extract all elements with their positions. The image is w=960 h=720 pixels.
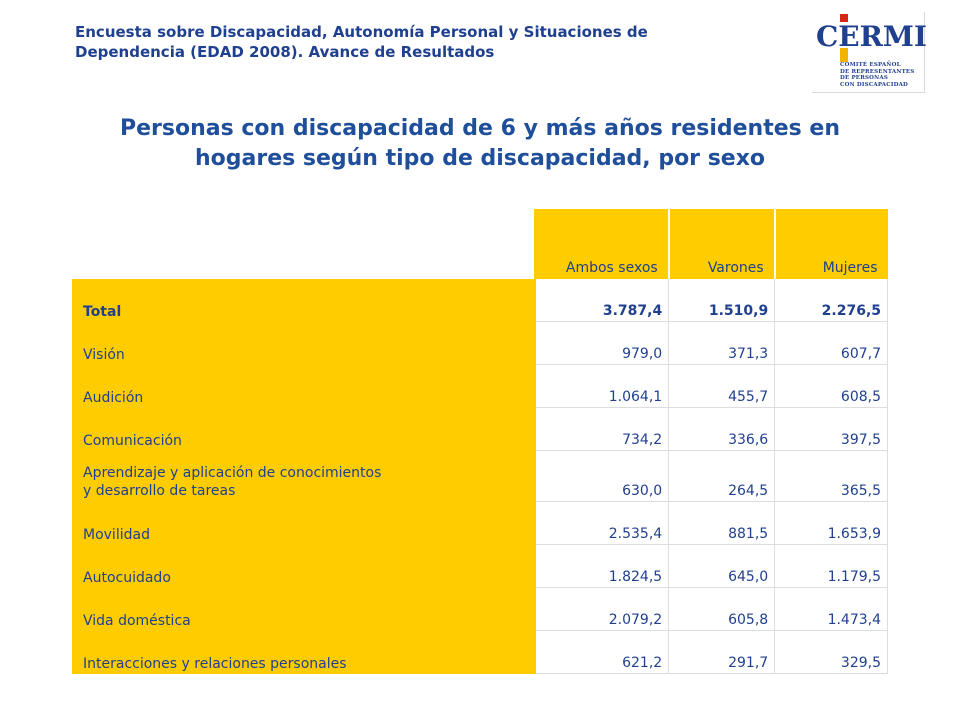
cell-men: 605,8	[668, 587, 775, 631]
column-header-men: Varones	[667, 209, 775, 279]
disability-table: Ambos sexos Varones Mujeres Total 3.787,…	[72, 209, 888, 674]
cell-women: 2.276,5	[774, 279, 888, 322]
cell-women: 1.179,5	[774, 544, 888, 588]
cell-men: 455,7	[668, 364, 775, 408]
page-title-line2: hogares según tipo de discapacidad, por …	[194, 146, 766, 171]
logo-subtitle-line: CON DISCAPACIDAD	[840, 81, 909, 88]
cell-women: 365,5	[774, 450, 888, 502]
cell-men: 881,5	[668, 501, 775, 545]
report-header-line2: Dependencia (EDAD 2008). Avance de Resul…	[75, 43, 495, 61]
cell-men: 264,5	[668, 450, 775, 502]
cell-both: 621,2	[531, 630, 669, 674]
logo-subtitle-line: COMITÉ ESPAÑOL	[840, 62, 901, 68]
row-label: Movilidad	[72, 501, 534, 545]
logo-yellow-bar	[840, 48, 848, 62]
cell-men: 336,6	[668, 407, 775, 451]
table-header-empty	[72, 209, 534, 279]
cell-both: 3.787,4	[531, 279, 669, 322]
cell-women: 1.473,4	[774, 587, 888, 631]
row-label-line2: y desarrollo de tareas	[83, 482, 236, 499]
logo-red-square	[840, 14, 848, 22]
cell-both: 630,0	[531, 450, 669, 502]
cell-men: 371,3	[668, 321, 775, 365]
logo-subtitle-line: DE PERSONAS	[840, 75, 889, 81]
table-row: Autocuidado 1.824,5 645,0 1.179,5	[72, 544, 888, 588]
cell-men: 1.510,9	[668, 279, 775, 322]
row-label: Interacciones y relaciones personales	[72, 630, 534, 674]
cell-both: 979,0	[531, 321, 669, 365]
logo-word: CERMI	[816, 20, 927, 53]
row-label: Aprendizaje y aplicación de conocimiento…	[72, 450, 534, 502]
logo-subtitle: COMITÉ ESPAÑOL DE REPRESENTANTES DE PERS…	[840, 62, 922, 88]
cermi-logo: CERMI COMITÉ ESPAÑOL DE REPRESENTANTES D…	[812, 12, 927, 93]
cell-men: 291,7	[668, 630, 775, 674]
table-row: Total 3.787,4 1.510,9 2.276,5	[72, 279, 888, 322]
row-label: Autocuidado	[72, 544, 534, 588]
cell-both: 2.079,2	[531, 587, 669, 631]
table-row: Interacciones y relaciones personales 62…	[72, 630, 888, 674]
table-row: Movilidad 2.535,4 881,5 1.653,9	[72, 501, 888, 545]
row-label: Comunicación	[72, 407, 534, 451]
cell-women: 329,5	[774, 630, 888, 674]
row-label: Visión	[72, 321, 534, 365]
table-row: Audición 1.064,1 455,7 608,5	[72, 364, 888, 408]
cell-women: 607,7	[774, 321, 888, 365]
table-header-row: Ambos sexos Varones Mujeres	[72, 209, 888, 279]
cell-women: 1.653,9	[774, 501, 888, 545]
report-header-line1: Encuesta sobre Discapacidad, Autonomía P…	[75, 23, 648, 41]
row-label: Vida doméstica	[72, 587, 534, 631]
row-label-line1: Aprendizaje y aplicación de conocimiento…	[83, 464, 382, 481]
page-title-line1: Personas con discapacidad de 6 y más año…	[120, 116, 840, 141]
logo-subtitle-line: DE REPRESENTANTES	[840, 68, 915, 75]
cell-women: 608,5	[774, 364, 888, 408]
cell-both: 734,2	[531, 407, 669, 451]
page-title: Personas con discapacidad de 6 y más año…	[60, 114, 900, 174]
cell-both: 2.535,4	[531, 501, 669, 545]
column-header-women: Mujeres	[773, 209, 888, 279]
table-row: Comunicación 734,2 336,6 397,5	[72, 407, 888, 451]
table-row: Visión 979,0 371,3 607,7	[72, 321, 888, 365]
cell-both: 1.824,5	[531, 544, 669, 588]
report-header: Encuesta sobre Discapacidad, Autonomía P…	[75, 22, 715, 62]
cell-both: 1.064,1	[531, 364, 669, 408]
table-row: Aprendizaje y aplicación de conocimiento…	[72, 450, 888, 502]
row-label: Audición	[72, 364, 534, 408]
row-label: Total	[72, 279, 534, 322]
cell-men: 645,0	[668, 544, 775, 588]
table-row: Vida doméstica 2.079,2 605,8 1.473,4	[72, 587, 888, 631]
cell-women: 397,5	[774, 407, 888, 451]
column-header-both: Ambos sexos	[533, 209, 669, 279]
